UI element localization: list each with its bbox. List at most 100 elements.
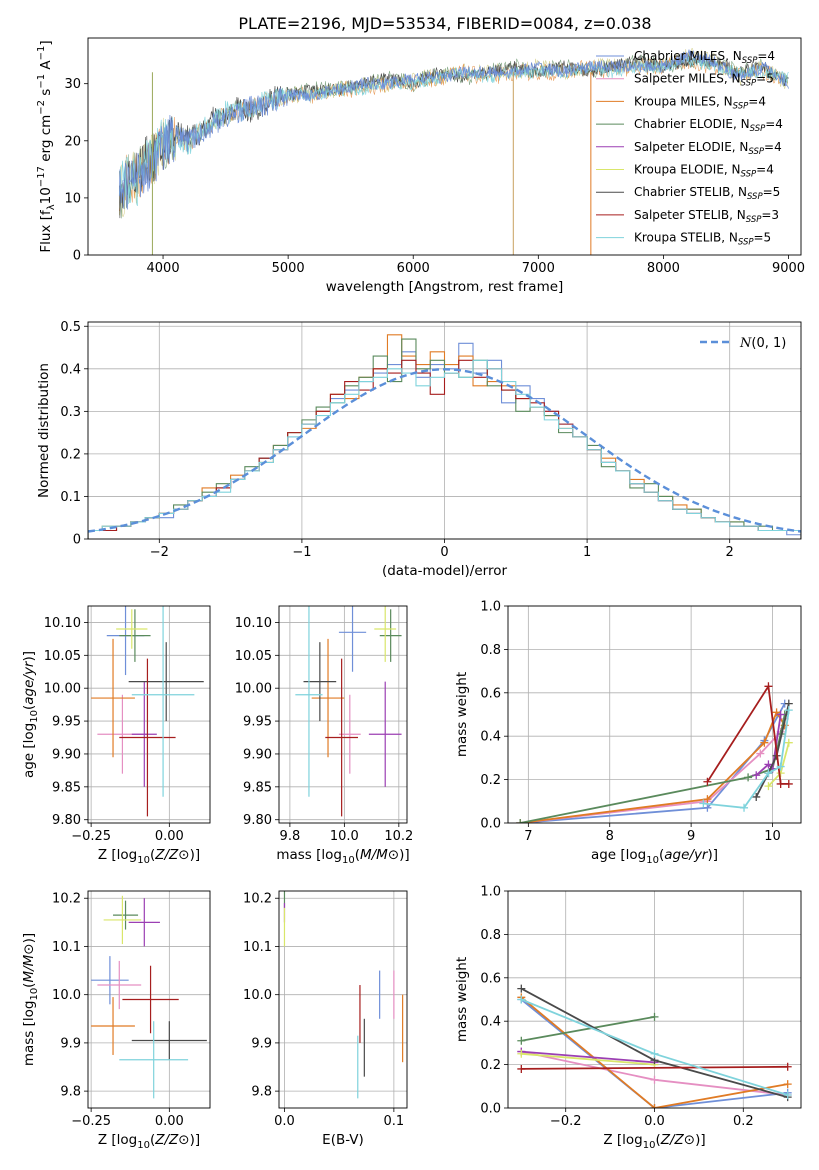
chart-residuals: −2 −1 0 1 2 0 0.1 0.2 0.3 0.4 0.5 (data-model)/erro…: [36, 320, 802, 579]
x-tick-label: 0.1: [384, 1114, 405, 1129]
x-axis-label: wavelength [Angstrom, rest frame]: [326, 279, 564, 295]
x-axis-label: age [log10(age/yr)]: [591, 847, 718, 866]
x-tick-label: 0.00: [155, 1114, 184, 1129]
plot-area-age-vs-Z: [91, 606, 204, 817]
y-tick-label: 9.9: [251, 1036, 272, 1051]
y-tick-label: 9.85: [243, 780, 272, 795]
x-tick-label: 4000: [147, 261, 180, 276]
legend-label: Salpeter ELODIE, NSSP=4: [634, 140, 782, 157]
axes-frame: [278, 605, 408, 824]
y-tick-label: 0.8: [480, 643, 501, 658]
y-tick-label: 0.8: [480, 928, 501, 943]
x-tick-label: 10.0: [330, 829, 359, 844]
y-tick-label: 0.0: [480, 1102, 501, 1117]
figure-title: PLATE=2196, MJD=53534, FIBERID=0084, z=0…: [238, 14, 651, 33]
y-tick-label: 0: [73, 533, 81, 548]
weight-marker: [776, 779, 785, 788]
y-tick-label: 0.3: [60, 405, 81, 420]
histogram-series: [88, 359, 801, 539]
chart-mass-vs-Z: −0.25 0.00 9.8 9.9 10.0 10.1 10.2 Z [log10(Z/Z⊙…: [21, 890, 211, 1151]
weight-marker: [784, 706, 793, 715]
weight-series: [520, 996, 788, 1108]
legend-label: Kroupa ELODIE, NSSP=4: [634, 163, 774, 180]
x-tick-label: 1: [583, 545, 591, 560]
y-tick-label: 0: [73, 249, 81, 264]
y-tick-label: 0.2: [480, 1058, 501, 1073]
weight-marker: [764, 760, 773, 769]
y-tick-label: 9.90: [243, 747, 272, 762]
legend-label: N(0, 1): [739, 336, 786, 351]
x-tick-label: 8000: [647, 261, 680, 276]
legend: Chabrier MILES, NSSP=4 Salpeter MILES, NS…: [596, 49, 783, 248]
x-tick-label: 9000: [772, 261, 805, 276]
weight-marker: [650, 1104, 659, 1108]
x-tick-label: −0.25: [71, 1114, 111, 1129]
legend-label: Chabrier MILES, NSSP=4: [634, 49, 775, 66]
x-tick-label: −2: [150, 545, 169, 560]
y-tick-label: 9.85: [52, 780, 81, 795]
axes-frame: [87, 605, 211, 824]
axes-frame: [278, 890, 408, 1109]
x-tick-label: 6000: [397, 261, 430, 276]
y-tick-label: 9.9: [60, 1036, 81, 1051]
y-tick-label: 0.6: [480, 971, 501, 986]
x-tick-label: 9: [687, 829, 695, 844]
gaussian-curve: [88, 368, 801, 533]
y-tick-label: 30: [64, 77, 81, 92]
x-tick-label: −0.2: [550, 1114, 582, 1129]
chart-age-vs-mass: 9.8 10.0 10.2 9.80 9.85 9.90 9.95 10.00 10.05 10.…: [235, 605, 413, 866]
weight-series: [706, 683, 789, 785]
weight-marker: [650, 1012, 659, 1021]
x-tick-label: −1: [292, 545, 311, 560]
y-tick-label: 9.90: [52, 747, 81, 762]
legend-label: Salpeter MILES, NSSP=5: [634, 72, 774, 89]
x-tick-label: 10.2: [384, 829, 413, 844]
x-axis-label: E(B-V): [322, 1132, 364, 1148]
x-tick-label: 9.8: [280, 829, 301, 844]
legend-label: Kroupa MILES, NSSP=4: [634, 94, 766, 111]
y-tick-label: 9.95: [243, 715, 272, 730]
axes-frame: [87, 37, 802, 256]
x-tick-label: 2: [726, 545, 734, 560]
y-tick-label: 10.2: [243, 892, 272, 907]
y-tick-label: 20: [64, 134, 81, 149]
x-tick-label: 8: [606, 829, 614, 844]
weight-series: [521, 1050, 655, 1064]
y-tick-label: 10.10: [235, 616, 272, 631]
y-tick-label: 9.8: [251, 1085, 272, 1100]
plot-area-mass-vs-EBV: [283, 891, 404, 1099]
x-tick-label: 0.0: [644, 1114, 665, 1129]
x-axis-label: (data-model)/error: [382, 563, 508, 579]
weight-marker: [783, 1062, 792, 1071]
weight-series: [755, 703, 790, 798]
y-tick-label: 0.4: [480, 730, 501, 745]
y-tick-label: 10: [64, 191, 81, 206]
y-tick-label: 9.8: [60, 1085, 81, 1100]
y-tick-label: 10.1: [243, 940, 272, 955]
weight-marker: [517, 995, 526, 1004]
weight-marker: [516, 819, 525, 823]
y-axis-label: Normed distribution: [36, 363, 52, 498]
weight-marker: [776, 710, 785, 719]
weight-marker: [783, 1090, 792, 1099]
legend: N(0, 1): [700, 336, 786, 351]
y-tick-label: 9.80: [243, 813, 272, 828]
weight-marker: [776, 762, 785, 771]
x-axis-label: Z [log10(Z/Z⊙)]: [98, 847, 200, 866]
weight-marker: [517, 1036, 526, 1045]
weight-marker: [703, 777, 712, 786]
weight-series: [520, 998, 788, 1108]
weight-marker: [764, 682, 773, 691]
weight-marker: [772, 708, 781, 717]
y-tick-label: 0.2: [60, 447, 81, 462]
y-tick-label: 1.0: [480, 885, 501, 900]
y-axis-label: Flux [fλ10−17 erg cm−2 s−1 A−1]: [36, 40, 57, 252]
y-axis-label: mass weight: [454, 957, 470, 1042]
x-tick-label: 0.0: [274, 1114, 295, 1129]
plot-area-massweight-vs-age: [516, 682, 793, 823]
y-axis-label: mass [log10(M/M⊙)]: [21, 933, 40, 1066]
weight-series: [521, 1052, 655, 1066]
chart-massweight-vs-Z: −0.2 0.0 0.2 0.0 0.2 0.4 0.6 0.8 1.0 Z [log10(Z/Z…: [454, 885, 802, 1151]
x-tick-label: −0.25: [71, 829, 111, 844]
